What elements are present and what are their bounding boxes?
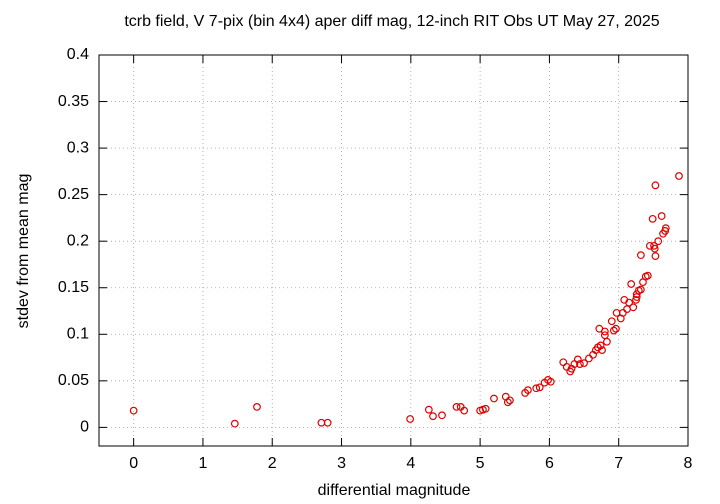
data-point	[129, 406, 138, 415]
data-point	[532, 384, 541, 393]
y-axis-label: stdev from mean mag	[15, 174, 32, 329]
data-point	[627, 280, 636, 288]
x-tick-label: 1	[198, 455, 207, 472]
data-point	[625, 298, 633, 307]
x-tick-label: 5	[476, 455, 485, 472]
chart-title: tcrb field, V 7-pix (bin 4x4) aper diff …	[124, 13, 659, 30]
data-point	[600, 327, 609, 336]
x-tick-label: 4	[406, 455, 415, 472]
data-point	[406, 415, 415, 423]
data-point	[596, 341, 605, 350]
data-point	[580, 359, 588, 368]
x-tick-label: 6	[545, 455, 554, 472]
data-point	[648, 214, 657, 223]
x-tick-label: 8	[684, 455, 693, 472]
data-point	[524, 386, 532, 395]
data-point	[503, 398, 512, 407]
data-point	[629, 303, 638, 312]
data-point	[452, 403, 461, 411]
data-point	[612, 324, 620, 333]
data-point	[230, 419, 239, 428]
data-point	[636, 285, 645, 294]
data-point	[603, 337, 611, 346]
data-point	[253, 403, 261, 411]
data-point	[438, 411, 446, 420]
y-tick-label: 0.15	[58, 279, 89, 296]
data-point	[632, 290, 641, 299]
plot-border	[98, 54, 689, 447]
y-tick-label: 0.35	[58, 93, 89, 110]
x-tick-label: 0	[129, 455, 138, 472]
data-point	[576, 360, 584, 368]
x-tick-label: 2	[268, 455, 277, 472]
y-tick-label: 0.05	[58, 372, 89, 389]
x-tick-label: 3	[337, 455, 346, 472]
y-tick-label: 0.25	[58, 186, 89, 203]
data-point	[535, 383, 544, 392]
data-point	[643, 271, 652, 280]
data-point	[598, 346, 606, 355]
y-tick-label: 0.3	[67, 139, 89, 156]
data-point	[609, 326, 618, 335]
data-point	[546, 377, 555, 386]
data-point	[651, 181, 660, 190]
data-point	[607, 317, 616, 326]
data-point	[636, 251, 645, 260]
data-point	[650, 244, 659, 253]
data-point	[661, 224, 670, 233]
data-point	[506, 396, 514, 405]
x-axis-label: differential magnitude	[318, 482, 471, 499]
y-tick-label: 0.2	[67, 232, 89, 249]
y-tick-label: 0.4	[67, 46, 89, 63]
data-point	[651, 252, 660, 260]
data-point	[573, 355, 582, 364]
data-point	[429, 412, 437, 421]
x-tick-label: 7	[614, 455, 623, 472]
data-point	[424, 405, 433, 414]
data-point	[323, 418, 332, 427]
data-point	[675, 172, 683, 180]
y-tick-label: 0.1	[67, 326, 89, 343]
data-point	[481, 404, 490, 413]
data-point	[490, 394, 498, 403]
y-tick-label: 0	[80, 419, 89, 436]
data-point	[460, 406, 469, 415]
data-point	[657, 212, 666, 220]
data-point	[654, 237, 663, 246]
